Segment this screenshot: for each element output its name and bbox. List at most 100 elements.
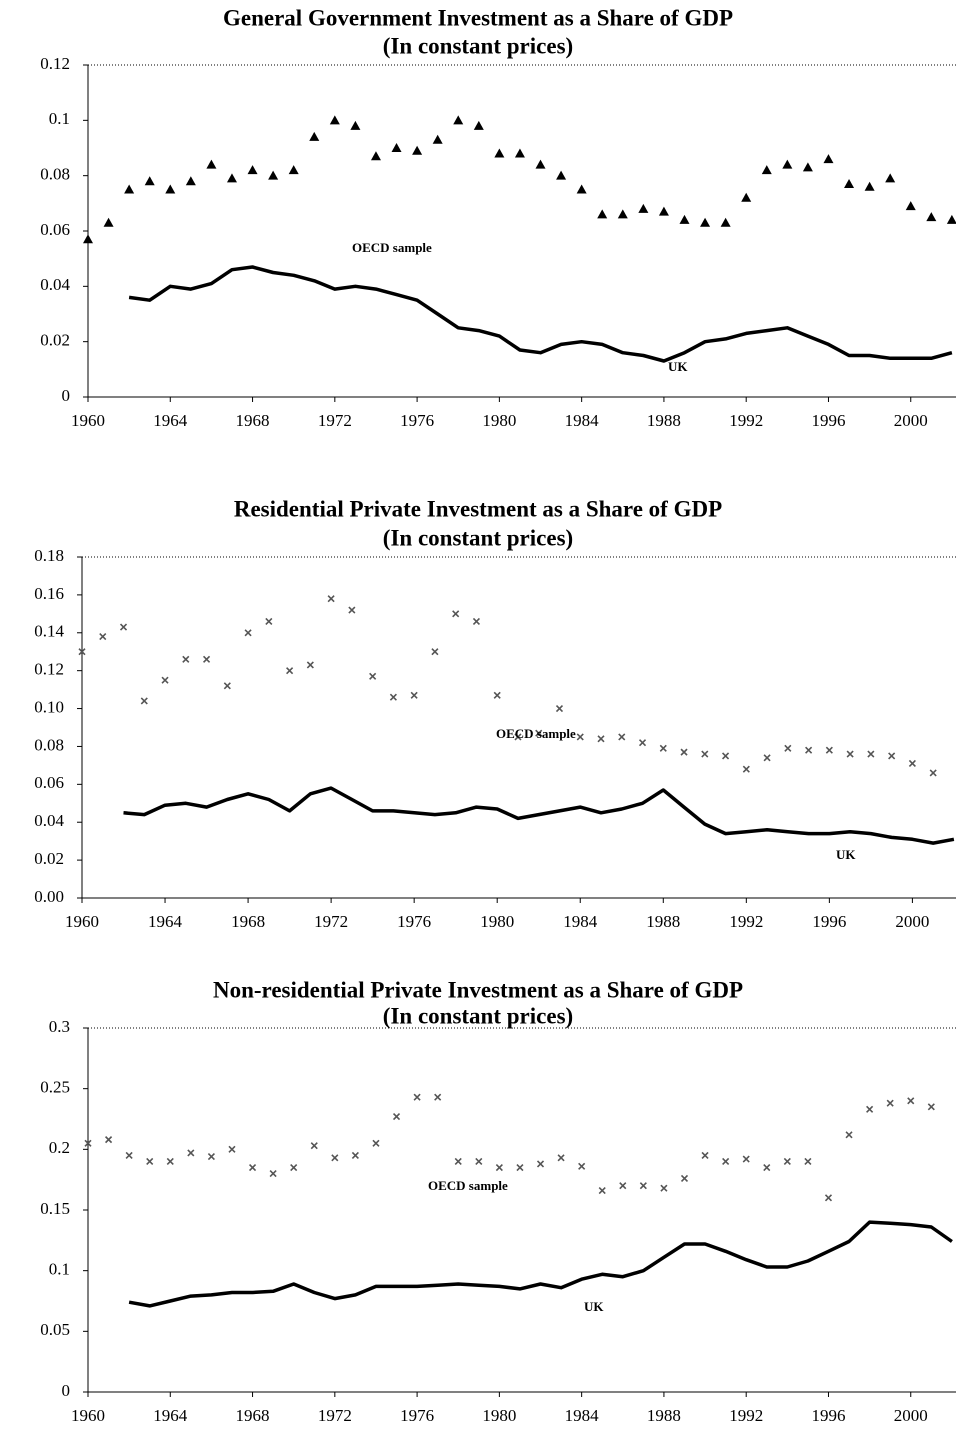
x-tick-label: 2000	[894, 1406, 928, 1425]
x-tick-label: 2000	[895, 912, 929, 931]
oecd-marker	[514, 733, 522, 741]
oecd-marker	[269, 1170, 277, 1178]
oecd-marker	[825, 746, 833, 754]
oecd-marker	[206, 159, 217, 169]
annotation: UK	[836, 847, 856, 862]
oecd-marker	[658, 206, 669, 216]
x-tick-label: 1972	[318, 411, 352, 430]
uk-line	[128, 1220, 953, 1308]
oecd-marker	[846, 750, 854, 758]
oecd-marker	[638, 739, 647, 747]
oecd-marker	[248, 1163, 257, 1172]
oecd-marker	[618, 733, 626, 741]
oecd-marker	[166, 1157, 174, 1166]
oecd-marker	[926, 212, 937, 222]
oecd-marker	[327, 595, 335, 603]
oecd-marker	[908, 759, 916, 768]
oecd-marker	[638, 203, 649, 213]
oecd-marker	[412, 145, 423, 155]
uk-line	[123, 786, 955, 845]
uk-line	[128, 265, 953, 363]
y-tick-label: 0.18	[34, 546, 64, 565]
oecd-marker	[268, 170, 279, 180]
y-tick-label: 0.1	[49, 1260, 70, 1279]
oecd-marker	[722, 1157, 730, 1166]
oecd-marker	[389, 693, 397, 701]
oecd-marker	[329, 115, 340, 125]
oecd-marker	[721, 752, 730, 760]
oecd-marker	[78, 648, 86, 656]
oecd-marker	[557, 1154, 565, 1162]
oecd-marker	[886, 1099, 894, 1107]
oecd-marker	[454, 1157, 462, 1166]
chart-title: Residential Private Investment as a Shar…	[234, 496, 722, 521]
oecd-marker	[473, 120, 484, 130]
oecd-marker	[226, 173, 237, 183]
oecd-marker	[679, 214, 690, 224]
oecd-marker	[472, 617, 481, 625]
oecd-marker	[905, 201, 916, 211]
oecd-marker	[763, 754, 771, 762]
oecd-marker	[946, 214, 956, 224]
oecd-marker	[410, 691, 418, 699]
x-tick-label: 1980	[482, 1406, 516, 1425]
oecd-marker	[578, 1162, 586, 1170]
chart-title: General Government Investment as a Share…	[223, 5, 733, 30]
annotation: UK	[584, 1299, 604, 1314]
annotation: OECD sample	[428, 1178, 508, 1193]
oecd-marker	[372, 1139, 380, 1147]
oecd-marker	[659, 744, 667, 752]
x-tick-label: 1972	[314, 912, 348, 931]
oecd-marker	[867, 750, 875, 758]
chart-subtitle: (In constant prices)	[383, 1003, 573, 1028]
y-tick-label: 0.08	[34, 735, 64, 754]
x-tick-label: 2000	[894, 411, 928, 430]
x-tick-label: 1960	[65, 912, 99, 931]
chart: Non-residential Private Investment as a …	[40, 977, 956, 1425]
y-tick-label: 0.06	[34, 773, 64, 792]
x-tick-label: 1972	[318, 1406, 352, 1425]
oecd-marker	[105, 1136, 113, 1144]
annotation: UK	[668, 359, 688, 374]
oecd-marker	[823, 154, 834, 164]
oecd-marker	[866, 1105, 874, 1113]
chart: Residential Private Investment as a Shar…	[34, 496, 956, 931]
oecd-marker	[495, 1163, 503, 1172]
oecd-marker	[185, 176, 196, 186]
oecd-marker	[431, 648, 439, 656]
annotation: OECD sample	[352, 240, 432, 255]
oecd-marker	[331, 1154, 339, 1162]
oecd-marker	[742, 765, 750, 773]
oecd-marker	[741, 192, 752, 202]
oecd-marker	[576, 733, 584, 741]
y-tick-label: 0.1	[49, 109, 70, 128]
y-tick-label: 0.2	[49, 1138, 70, 1157]
y-tick-label: 0.00	[34, 887, 64, 906]
y-tick-label: 0.02	[40, 331, 70, 350]
x-tick-label: 1980	[482, 411, 516, 430]
oecd-marker	[228, 1145, 236, 1153]
oecd-marker	[929, 769, 937, 777]
oecd-marker	[244, 629, 252, 637]
oecd-marker	[864, 181, 875, 191]
x-tick-label: 1992	[729, 411, 763, 430]
oecd-marker	[223, 682, 231, 690]
oecd-marker	[493, 691, 501, 699]
oecd-marker	[555, 704, 564, 713]
oecd-marker	[182, 655, 190, 663]
x-tick-label: 1996	[811, 1406, 845, 1425]
oecd-marker	[207, 1153, 215, 1161]
oecd-marker	[306, 661, 314, 669]
x-tick-label: 1968	[231, 912, 265, 931]
oecd-marker	[804, 1157, 812, 1166]
oecd-marker	[453, 115, 464, 125]
oecd-marker	[556, 170, 567, 180]
oecd-marker	[432, 134, 443, 144]
oecd-marker	[351, 1151, 359, 1159]
x-tick-label: 1984	[563, 912, 598, 931]
oecd-marker	[310, 1142, 318, 1150]
x-tick-label: 1964	[148, 912, 183, 931]
oecd-marker	[392, 1113, 401, 1121]
